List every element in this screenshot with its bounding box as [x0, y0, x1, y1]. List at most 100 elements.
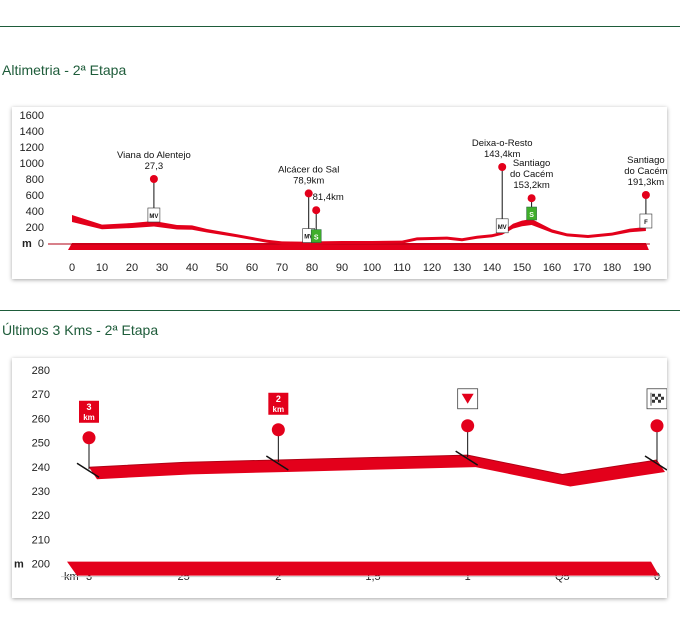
pin-dot — [461, 419, 475, 433]
km-sign-number: 3 — [86, 402, 91, 412]
x-tick-label: 180 — [603, 262, 621, 274]
km-sign-box — [268, 392, 289, 415]
marker-label: Santiago — [627, 155, 665, 166]
section-title-ultimos: Últimos 3 Kms - 2ª Etapa — [2, 322, 159, 338]
y-tick-label: 240 — [32, 462, 50, 474]
profile-edge — [88, 454, 658, 475]
km-tick — [644, 455, 668, 471]
y-tick-label: 200 — [26, 222, 44, 234]
marker-dot — [498, 163, 507, 171]
y-tick-label: 400 — [26, 206, 44, 218]
sprint-flag-box — [526, 206, 537, 221]
mountain-flag-icon: MV — [147, 207, 161, 223]
y-tick-label: 260 — [32, 413, 50, 425]
marker-label: 153,2km — [513, 180, 550, 191]
flame-rouge-icon — [457, 388, 479, 410]
x-tick-label: 40 — [186, 262, 198, 274]
x-tick-label: 190 — [633, 262, 651, 274]
sprint-flag-icon: S — [526, 206, 537, 221]
y-tick-label: 1000 — [20, 158, 44, 170]
x-tick-label: 60 — [246, 262, 258, 274]
pin-dot — [650, 419, 664, 433]
marker-dot — [149, 175, 158, 183]
sprint-flag-label: S — [529, 212, 534, 219]
x-tick-label: 70 — [276, 262, 288, 274]
flag-box — [639, 213, 653, 229]
km-tick — [455, 450, 479, 466]
marker-dot — [527, 194, 536, 203]
y-tick-label: 220 — [32, 510, 50, 522]
y-tick-label: 280 — [32, 365, 50, 377]
marker-dot — [312, 206, 321, 215]
marker-label: Viana do Alentejo — [117, 150, 191, 161]
x-tick-label: 50 — [216, 262, 228, 274]
x-tick-label: 0 — [69, 262, 75, 274]
base-band — [68, 243, 649, 250]
finish-flag-icon: F — [639, 213, 653, 229]
finish-flag-check — [658, 399, 661, 403]
pin-dot — [82, 431, 96, 445]
middle-divider — [0, 310, 680, 311]
finish-flag-check — [658, 393, 661, 397]
km-sign-number: 2 — [276, 394, 281, 404]
marker-dot — [641, 191, 650, 199]
km-sign-unit: km — [273, 405, 285, 414]
x-tick-label: 30 — [156, 262, 168, 274]
last-3km-chart: 280270260250240230220210200mkm32521,51Q5… — [14, 365, 668, 583]
km-sign-box — [79, 400, 99, 423]
y-unit-label: m — [14, 559, 24, 571]
pin-dot — [271, 423, 285, 437]
base-band — [67, 561, 659, 576]
last-3km-chart-card: 280270260250240230220210200mkm32521,51Q5… — [12, 358, 668, 598]
flag-box — [147, 207, 161, 223]
km-tick — [76, 462, 100, 478]
marker-label: Santiago — [513, 158, 551, 169]
finish-flag-icon — [646, 388, 668, 410]
altimetry-chart-card: 1600 1400 1200 1000 800 600 400 200 0 m 0 10 20 30 40 5… — [12, 107, 668, 279]
marker-label: 78,9km — [293, 175, 324, 186]
y-tick-label: 250 — [32, 438, 50, 450]
flag-label: MV — [149, 214, 158, 220]
marker-label: Alcácer do Sal — [278, 164, 339, 175]
y-tick-label: 1200 — [20, 142, 44, 154]
km-sign: 2km — [268, 392, 289, 415]
flag-label: MV — [498, 225, 507, 231]
flame-rouge-triangle — [461, 393, 474, 404]
x-tick-label: 10 — [96, 262, 108, 274]
x-tick-label: 170 — [573, 262, 591, 274]
finish-flag-check — [652, 393, 655, 397]
flag-box — [495, 218, 509, 234]
x-tick-label: 100 — [363, 262, 381, 274]
marker-label: 27,3 — [145, 161, 164, 172]
y-unit-label: m — [22, 238, 32, 250]
x-tick-label: 140 — [483, 262, 501, 274]
marker-label: 143,4km — [484, 149, 521, 160]
km-tick — [265, 455, 289, 471]
x-tick-label: 120 — [423, 262, 441, 274]
section-title-altimetria: Altimetria - 2ª Etapa — [2, 62, 127, 78]
x-tick-label: 90 — [336, 262, 348, 274]
flag-label: MV — [304, 235, 313, 241]
x-tick-label: 130 — [453, 262, 471, 274]
y-tick-label: 210 — [32, 534, 50, 546]
x-tick-label: 80 — [306, 262, 318, 274]
km-sign-unit: km — [83, 413, 95, 422]
y-tick-label: 1600 — [20, 110, 44, 122]
finish-flag-check — [655, 396, 658, 400]
elevation-profile — [89, 455, 665, 487]
marker-label: Deixa-o-Resto — [472, 138, 533, 149]
marker-dot — [304, 189, 313, 198]
flag-label: F — [644, 220, 648, 226]
finish-flag-check — [661, 396, 664, 400]
y-tick-label: 1400 — [20, 126, 44, 138]
marker-label: 191,3km — [628, 177, 665, 188]
y-tick-label: 800 — [26, 174, 44, 186]
y-tick-label: 230 — [32, 486, 50, 498]
x-tick-label: 150 — [513, 262, 531, 274]
x-tick-label: 110 — [393, 262, 411, 274]
x-tick-label: 20 — [126, 262, 138, 274]
marker-label: do Cacém — [510, 169, 553, 180]
km-sign: 3km — [79, 400, 99, 423]
mountain-flag-icon: MV — [495, 218, 509, 234]
